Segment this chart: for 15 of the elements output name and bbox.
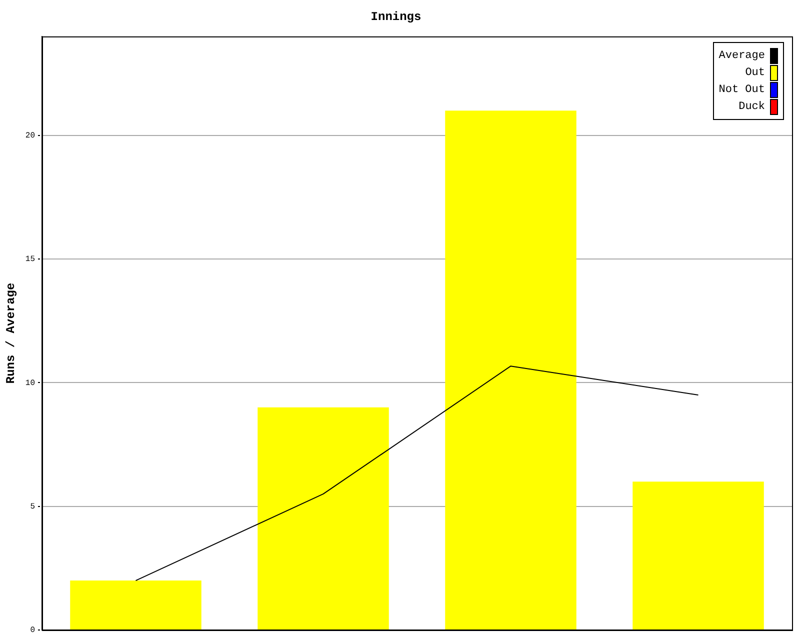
- bar: [70, 580, 202, 630]
- y-axis-title: Runs / Average: [4, 282, 18, 384]
- bar: [445, 110, 576, 630]
- legend-label: Average: [718, 50, 765, 62]
- legend-label: Not Out: [718, 84, 765, 96]
- bar: [258, 407, 389, 630]
- y-tick-label: 10: [25, 378, 36, 388]
- legend-label: Out: [745, 66, 765, 78]
- chart-title: Innings: [370, 10, 422, 24]
- y-tick-label: 20: [25, 131, 36, 140]
- y-tick-label: 15: [25, 255, 36, 264]
- y-tick-label: 0: [30, 626, 36, 636]
- legend-label: Duck: [738, 100, 765, 112]
- bar: [632, 482, 764, 630]
- y-tick-label: 5: [30, 502, 36, 512]
